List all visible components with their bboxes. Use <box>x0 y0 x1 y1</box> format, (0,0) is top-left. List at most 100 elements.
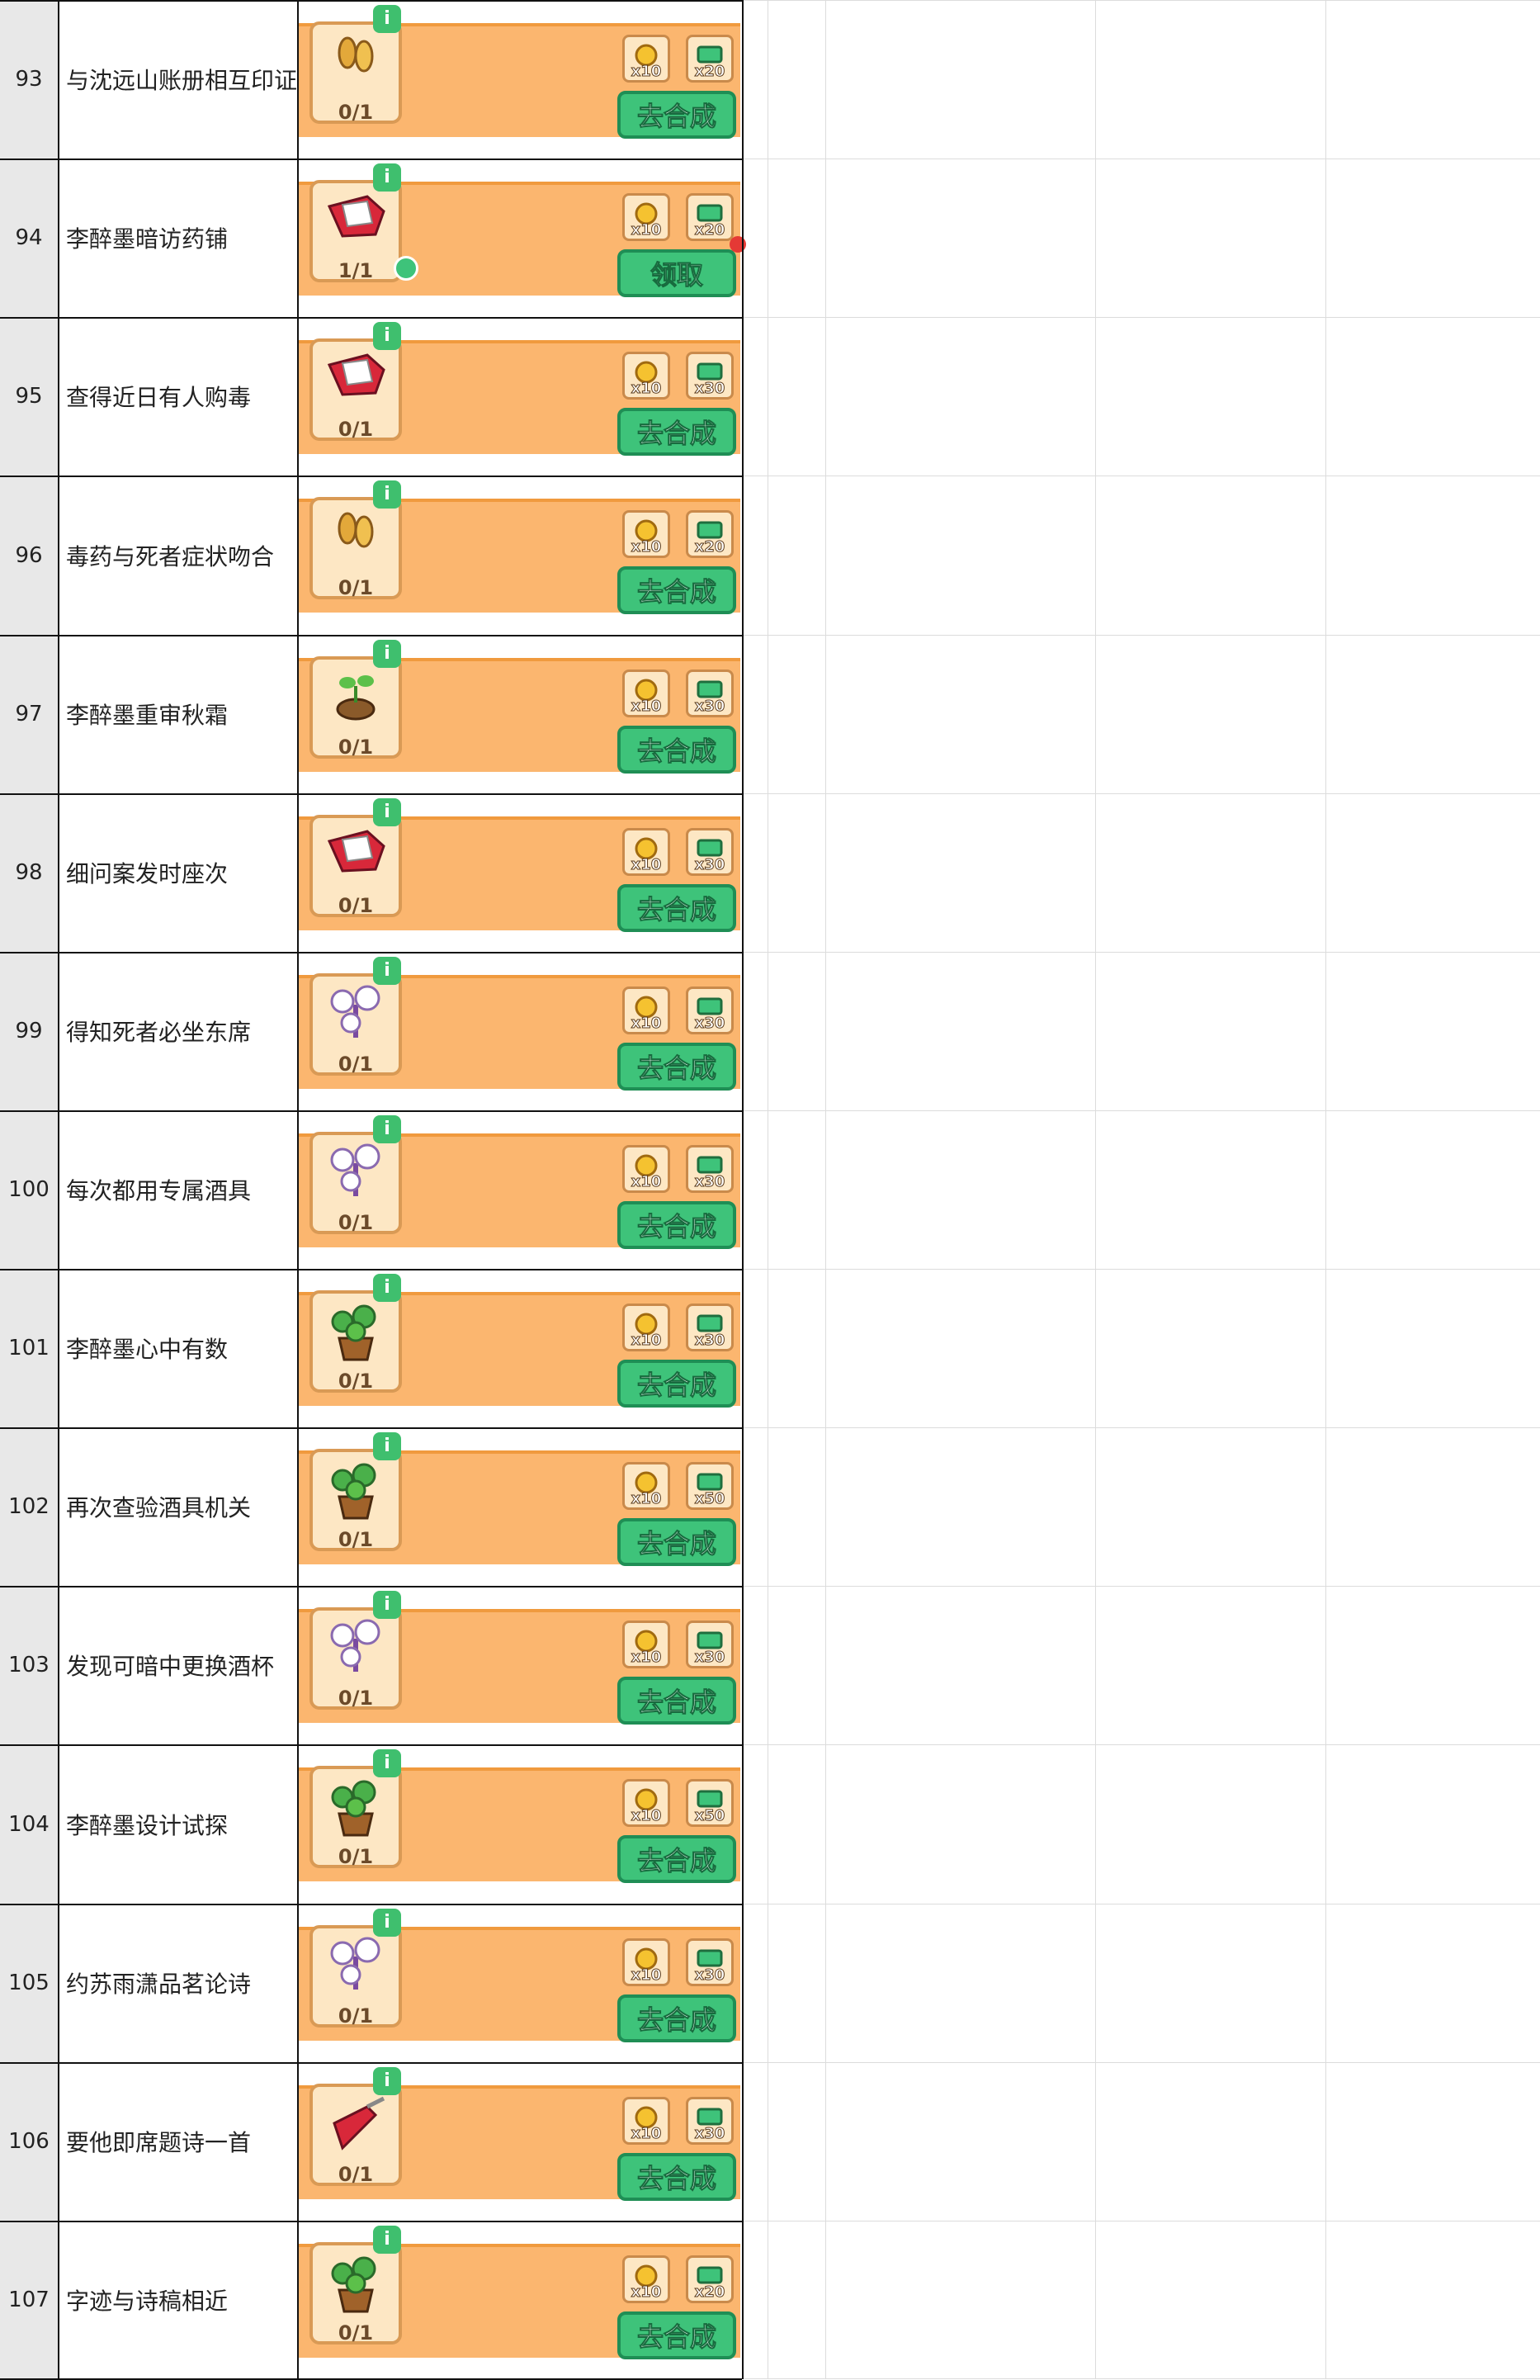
reward-label: x20 <box>694 221 725 239</box>
item-slot: 0/1 <box>309 1290 402 1393</box>
info-icon[interactable]: i <box>373 798 401 826</box>
row-number: 103 <box>0 1586 58 1744</box>
info-icon[interactable]: i <box>373 163 401 192</box>
column-line <box>58 0 59 2379</box>
info-icon[interactable]: i <box>373 2226 401 2254</box>
gold-reward: x10 <box>622 1938 670 1986</box>
gold-reward: x10 <box>622 1621 670 1668</box>
task-card: 0/1 i x10 x30 去合成 <box>299 957 740 1091</box>
reward-icon <box>635 519 658 542</box>
task-name: 发现可暗中更换酒杯 <box>66 1653 275 1680</box>
action-button[interactable]: 去合成 <box>617 884 736 932</box>
task-name: 李醉墨心中有数 <box>66 1336 229 1363</box>
info-icon[interactable]: i <box>373 322 401 350</box>
item-icon <box>327 353 385 396</box>
task-name: 李醉墨暗访药铺 <box>66 225 229 253</box>
row-line <box>0 0 742 2</box>
item-slot: 0/1 <box>309 1607 402 1710</box>
cash-reward: x30 <box>686 1145 734 1193</box>
row-line <box>742 635 1540 636</box>
reward-icon <box>635 44 658 67</box>
reward-label: x10 <box>631 1173 662 1191</box>
progress: 0/1 <box>338 418 374 441</box>
item-slot: 0/1 <box>309 656 402 759</box>
progress: 0/1 <box>338 1687 374 1710</box>
reward-label: x10 <box>631 698 662 716</box>
info-icon[interactable]: i <box>373 1115 401 1143</box>
cash-reward: x30 <box>686 352 734 400</box>
action-button[interactable]: 去合成 <box>617 1043 736 1091</box>
reward-icon <box>697 1631 723 1649</box>
info-icon[interactable]: i <box>373 1432 401 1460</box>
action-button[interactable]: 去合成 <box>617 1835 736 1883</box>
task-card: 0/1 i x10 x30 去合成 <box>299 322 740 456</box>
row-line <box>0 159 742 160</box>
cash-reward: x50 <box>686 1462 734 1510</box>
action-button[interactable]: 去合成 <box>617 1994 736 2042</box>
reward-icon <box>697 1790 723 1808</box>
action-button[interactable]: 去合成 <box>617 2311 736 2359</box>
row-number: 100 <box>0 1110 58 1269</box>
reward-label: x20 <box>694 63 725 81</box>
action-button[interactable]: 去合成 <box>617 91 736 139</box>
gold-reward: x10 <box>622 510 670 558</box>
item-slot: 0/1 <box>309 1449 402 1551</box>
reward-icon <box>635 1947 658 1971</box>
task-name: 得知死者必坐东席 <box>66 1019 252 1046</box>
column-line <box>1325 0 1326 2379</box>
item-icon <box>330 1619 380 1672</box>
action-button[interactable]: 去合成 <box>617 1360 736 1408</box>
row-line <box>0 476 742 477</box>
info-icon[interactable]: i <box>373 1591 401 1619</box>
gold-reward: x10 <box>622 670 670 717</box>
row-line <box>0 1110 742 1112</box>
action-button[interactable]: 去合成 <box>617 408 736 456</box>
reward-label: x30 <box>694 2125 725 2143</box>
reward-label: x10 <box>631 1490 662 1508</box>
info-icon[interactable]: i <box>373 1749 401 1777</box>
row-number: 94 <box>0 159 58 317</box>
item-icon <box>327 830 385 873</box>
reward-label: x10 <box>631 2125 662 2143</box>
info-icon[interactable]: i <box>373 957 401 985</box>
action-button[interactable]: 去合成 <box>617 1677 736 1725</box>
action-button[interactable]: 去合成 <box>617 1518 736 1566</box>
reward-label: x50 <box>694 1807 725 1825</box>
row-line <box>0 635 742 636</box>
progress: 0/1 <box>338 1845 374 1868</box>
info-icon[interactable]: i <box>373 640 401 668</box>
cash-reward: x30 <box>686 1621 734 1668</box>
task-card: 0/1 i x10 x30 去合成 <box>299 1591 740 1725</box>
reward-label: x30 <box>694 1015 725 1033</box>
info-icon[interactable]: i <box>373 1274 401 1302</box>
cash-reward: x20 <box>686 510 734 558</box>
reward-label: x30 <box>694 380 725 398</box>
reward-label: x10 <box>631 380 662 398</box>
item-slot: 0/1 <box>309 497 402 599</box>
task-name: 与沈远山账册相互印证 <box>66 67 298 94</box>
item-icon <box>336 675 376 721</box>
reward-icon <box>697 2266 723 2284</box>
action-button[interactable]: 领取 <box>617 249 736 297</box>
action-button[interactable]: 去合成 <box>617 1201 736 1249</box>
task-name: 查得近日有人购毒 <box>66 384 252 411</box>
item-icon <box>331 1304 376 1361</box>
info-icon[interactable]: i <box>373 2067 401 2095</box>
progress: 0/1 <box>338 1211 374 1234</box>
info-icon[interactable]: i <box>373 480 401 509</box>
action-button[interactable]: 去合成 <box>617 726 736 774</box>
info-icon[interactable]: i <box>373 1909 401 1937</box>
reward-icon <box>697 1156 723 1174</box>
gold-reward: x10 <box>622 1304 670 1351</box>
reward-label: x10 <box>631 63 662 81</box>
action-button[interactable]: 去合成 <box>617 566 736 614</box>
row-line <box>0 2221 742 2222</box>
reward-icon <box>697 2108 723 2126</box>
row-number: 97 <box>0 635 58 793</box>
task-name: 李醉墨设计试探 <box>66 1811 229 1839</box>
info-icon[interactable]: i <box>373 5 401 33</box>
task-name: 毒药与死者症状吻合 <box>66 542 275 570</box>
progress: 0/1 <box>338 1053 374 1076</box>
reward-label: x30 <box>694 856 725 874</box>
action-button[interactable]: 去合成 <box>617 2153 736 2201</box>
